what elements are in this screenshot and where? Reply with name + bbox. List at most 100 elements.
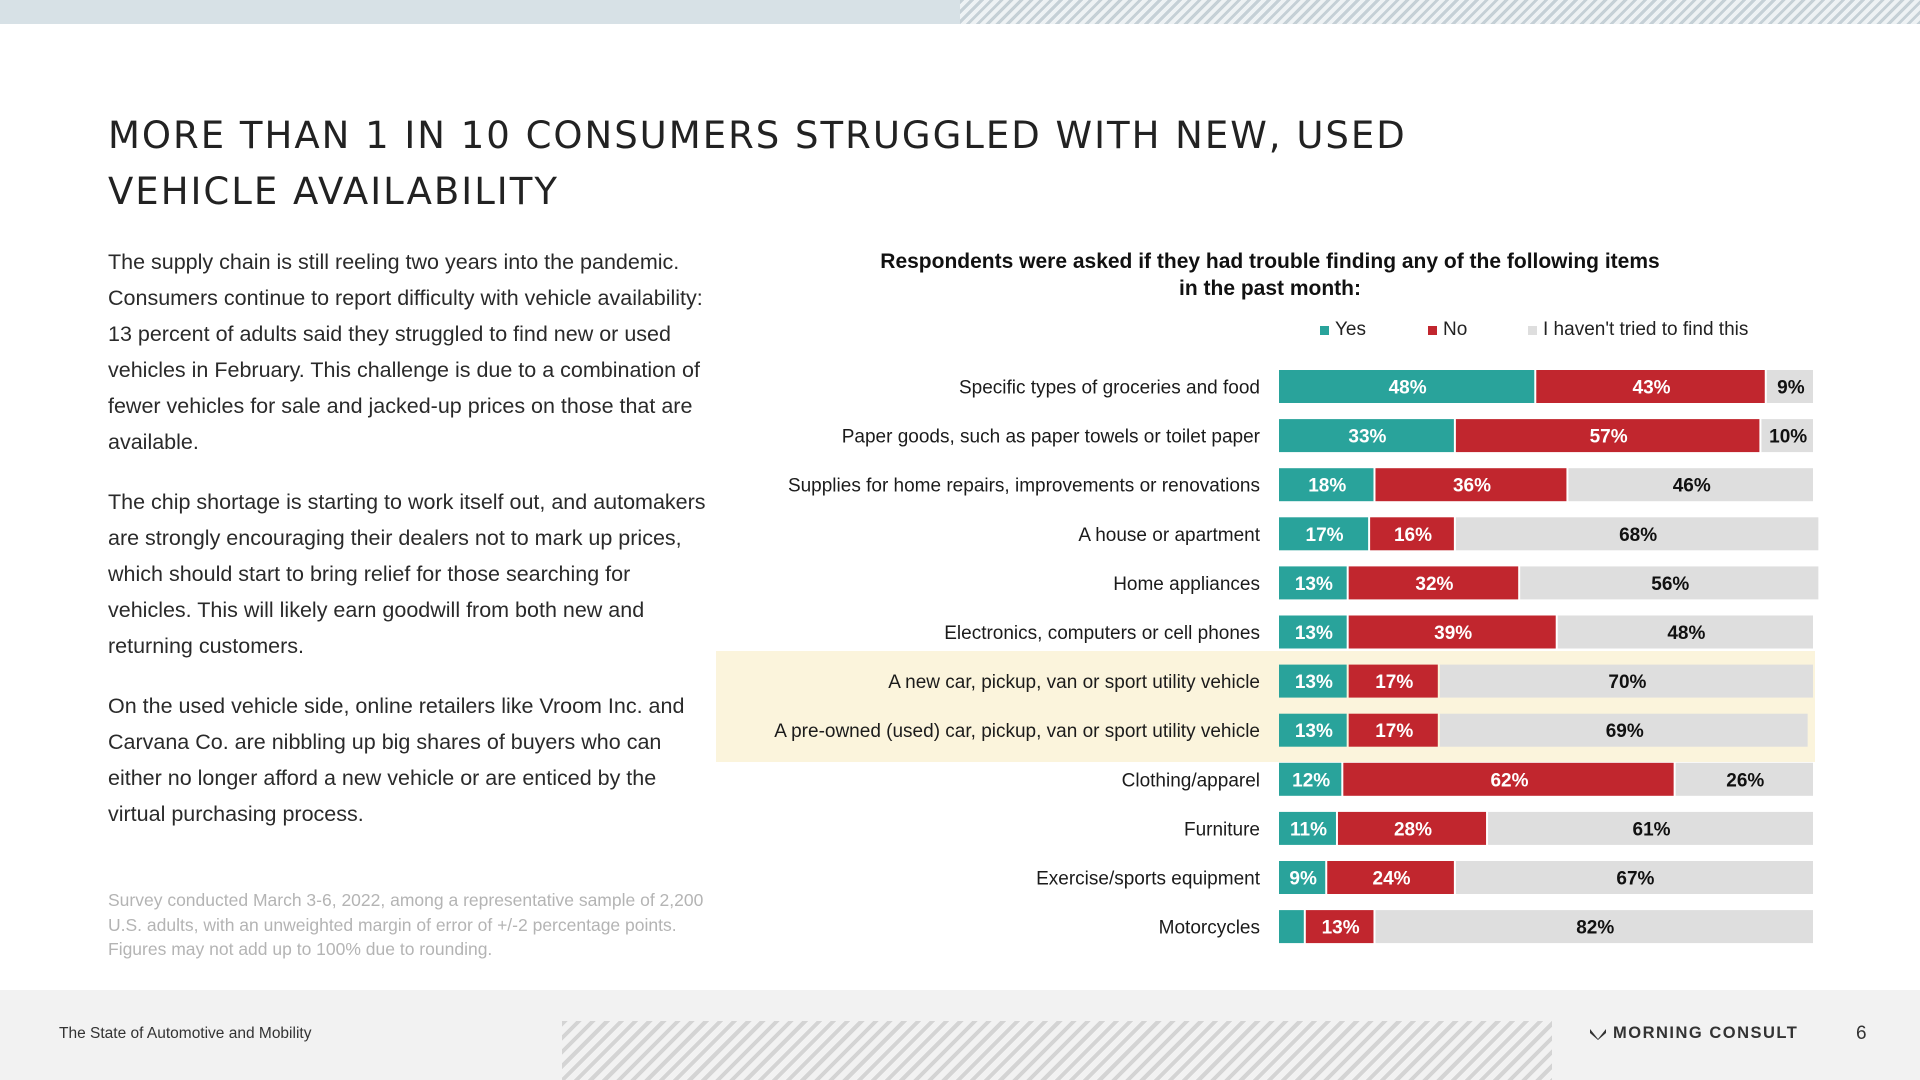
bar-segment-yes: [1279, 910, 1304, 944]
bar-value-label: 36%: [1453, 476, 1491, 497]
body-paragraph-2: The chip shortage is starting to work it…: [108, 490, 706, 658]
bar-value-label: 33%: [1348, 427, 1386, 448]
bar-segment-not-tried: [1766, 370, 1813, 403]
top-hatch-pattern: [960, 0, 1920, 24]
bar-segment-not-tried: [1439, 664, 1813, 698]
bar-value-label: 70%: [1608, 672, 1646, 693]
category-label: Home appliances: [1113, 574, 1260, 595]
bar-value-label: 13%: [1295, 672, 1333, 693]
bar-segment-not-tried: [1568, 468, 1813, 502]
bar-value-label: 46%: [1673, 476, 1711, 497]
body-paragraph-1: The supply chain is still reeling two ye…: [108, 250, 703, 454]
chart-legend: Yes No I haven't tried to find this: [1320, 319, 1790, 349]
legend-swatch-not-tried: [1528, 325, 1537, 335]
brand-name: MORNING CONSULT: [1613, 1024, 1799, 1042]
bar-value-label: 69%: [1606, 721, 1644, 742]
category-label: A new car, pickup, van or sport utility …: [888, 672, 1260, 693]
footer-hatch-pattern: [562, 1021, 1552, 1080]
legend-label-no: No: [1443, 319, 1468, 340]
bar-value-label: 82%: [1576, 918, 1614, 939]
bar-value-label: 28%: [1394, 819, 1432, 840]
bar-segment-not-tried: [1675, 762, 1813, 796]
bar-value-label: 43%: [1633, 378, 1671, 399]
bar-value-label: 9%: [1289, 869, 1317, 890]
bar-value-label: 48%: [1667, 623, 1705, 644]
morning-consult-logo-icon: [1590, 1028, 1606, 1040]
page-number: 6: [1856, 1023, 1867, 1044]
bar-segment-no: [1305, 910, 1374, 944]
bar-value-label: 10%: [1769, 427, 1807, 448]
bar-segment-yes: [1279, 517, 1369, 551]
category-label: Clothing/apparel: [1122, 770, 1260, 791]
bar-value-label: 18%: [1308, 476, 1346, 497]
bar-value-label: 68%: [1619, 525, 1657, 546]
bar-value-label: 67%: [1616, 869, 1654, 890]
bar-segment-no: [1348, 664, 1438, 698]
bar-segment-not-tried: [1439, 713, 1808, 747]
bar-segment-not-tried: [1455, 861, 1813, 894]
bar-value-label: 17%: [1306, 525, 1344, 546]
slide-title: MORE THAN 1 IN 10 CONSUMERS STRUGGLED WI…: [108, 114, 1407, 213]
bar-value-label: 9%: [1777, 378, 1805, 399]
category-label: Furniture: [1184, 819, 1260, 840]
bar-value-label: 48%: [1389, 378, 1427, 399]
bar-segment-yes: [1279, 762, 1342, 796]
bar-segment-not-tried: [1557, 615, 1813, 649]
legend-label-not-tried: I haven't tried to find this: [1543, 319, 1749, 340]
bar-segment-not-tried: [1488, 811, 1813, 845]
category-label: Exercise/sports equipment: [1036, 869, 1261, 890]
bar-segment-no: [1370, 517, 1454, 551]
bar-value-label: 61%: [1633, 819, 1671, 840]
bar-value-label: 13%: [1295, 721, 1333, 742]
bar-value-label: 57%: [1590, 427, 1628, 448]
footer-report-name: The State of Automotive and Mobility: [59, 1025, 312, 1042]
category-label: Supplies for home repairs, improvements …: [788, 476, 1260, 497]
bar-segment-no: [1536, 370, 1765, 403]
bar-segment-no: [1337, 811, 1487, 845]
legend-swatch-yes: [1320, 325, 1329, 335]
bar-value-label: 24%: [1373, 869, 1411, 890]
body-paragraph-3: On the used vehicle side, online retaile…: [108, 694, 685, 826]
bar-segment-no: [1348, 566, 1519, 600]
body-text: The supply chain is still reeling two ye…: [108, 244, 708, 856]
bar-segment-not-tried: [1520, 566, 1819, 600]
bar-segment-yes: [1279, 419, 1454, 453]
bar-value-label: 16%: [1394, 525, 1432, 546]
bar-segment-not-tried: [1455, 517, 1819, 551]
legend-item-not-tried: I haven't tried to find this: [1528, 319, 1748, 341]
bar-segment-not-tried: [1375, 910, 1813, 944]
bar-value-label: 13%: [1295, 623, 1333, 644]
bar-segment-not-tried: [1761, 419, 1813, 453]
bar-segment-no: [1455, 419, 1760, 453]
category-label: A house or apartment: [1078, 525, 1260, 546]
chart-title: Respondents were asked if they had troub…: [880, 250, 1660, 300]
bar-value-label: 13%: [1322, 918, 1360, 939]
bar-segment-yes: [1279, 664, 1347, 698]
category-label: A pre-owned (used) car, pickup, van or s…: [774, 721, 1260, 742]
bar-value-label: 17%: [1375, 721, 1413, 742]
bar-segment-yes: [1279, 713, 1347, 747]
bar-segment-yes: [1279, 615, 1347, 649]
legend-item-no: No: [1428, 319, 1467, 341]
bar-segment-yes: [1279, 370, 1535, 403]
bar-segment-no: [1348, 713, 1438, 747]
bar-value-label: 11%: [1290, 819, 1327, 840]
bar-segment-yes: [1279, 811, 1336, 845]
bar-segment-yes: [1279, 861, 1326, 894]
bar-value-label: 62%: [1490, 770, 1528, 791]
bar-segment-no: [1327, 861, 1454, 894]
category-label: Motorcycles: [1159, 918, 1260, 939]
legend-item-yes: Yes: [1320, 319, 1366, 341]
legend-label-yes: Yes: [1335, 319, 1366, 340]
bar-value-label: 12%: [1292, 770, 1330, 791]
bar-segment-no: [1348, 615, 1556, 649]
stacked-bar-chart: Specific types of groceries and food 48% 4…: [774, 370, 1819, 944]
bar-value-label: 13%: [1295, 574, 1333, 595]
bar-segment-yes: [1279, 566, 1347, 600]
bar-value-label: 39%: [1434, 623, 1472, 644]
category-label: Electronics, computers or cell phones: [944, 623, 1260, 644]
bar-value-label: 26%: [1726, 770, 1764, 791]
bar-value-label: 56%: [1651, 574, 1689, 595]
survey-footnote: Survey conducted March 3-6, 2022, among …: [108, 890, 704, 959]
bar-value-label: 32%: [1415, 574, 1453, 595]
